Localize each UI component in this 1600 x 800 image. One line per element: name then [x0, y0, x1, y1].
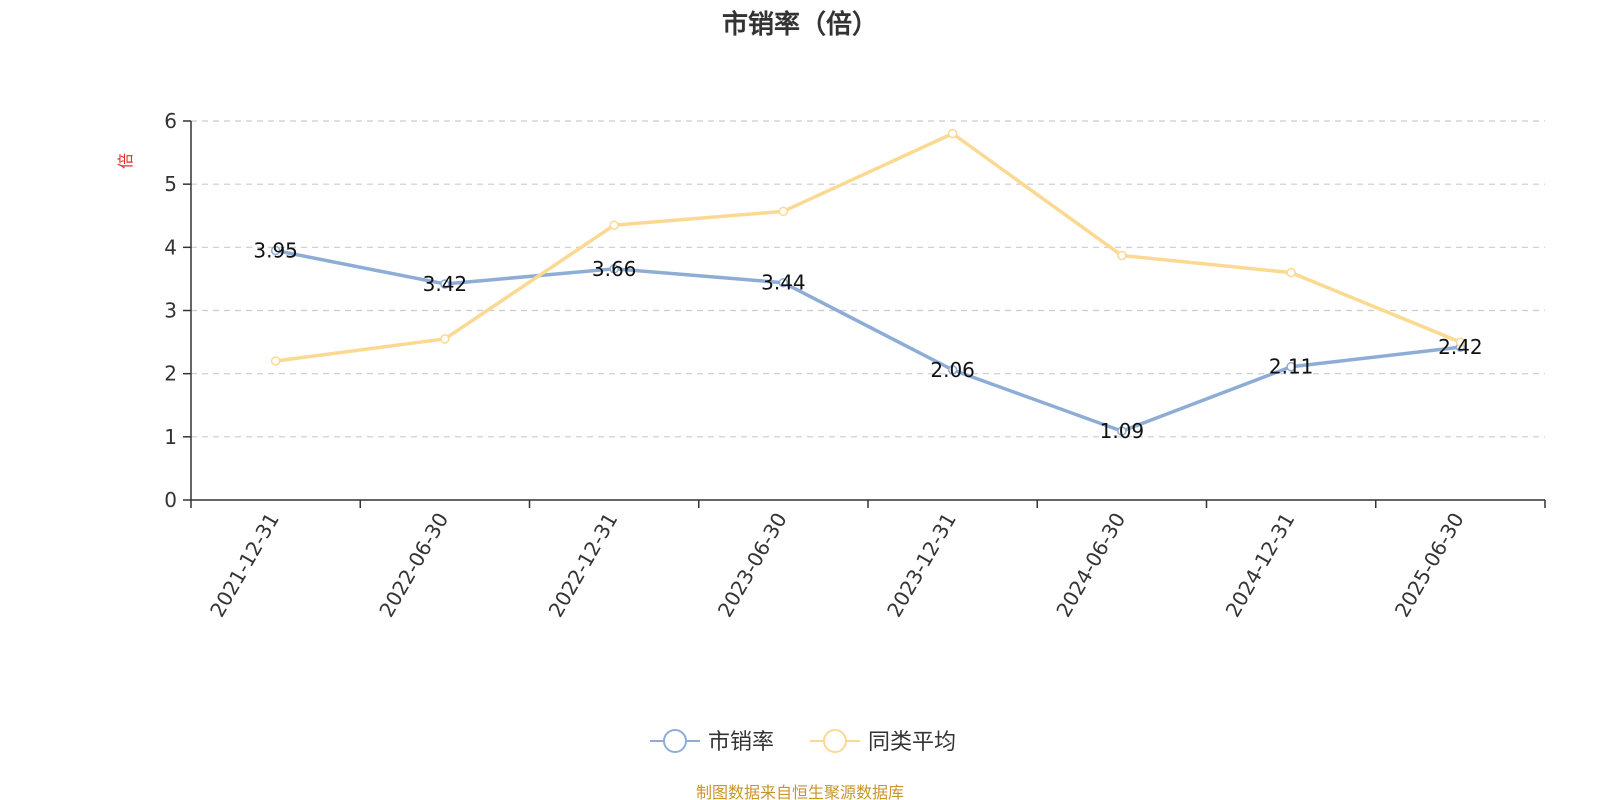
- legend[interactable]: 市销率 同类平均: [650, 729, 956, 755]
- data-point[interactable]: [1117, 250, 1127, 261]
- grid-lines: [191, 120, 1545, 438]
- legend-label: 市销率: [708, 730, 774, 755]
- x-tick-label: 2022-12-31: [544, 509, 623, 622]
- y-tick-label: 2: [164, 362, 177, 386]
- data-label: 3.44: [761, 271, 806, 295]
- y-tick-label: 5: [164, 172, 177, 196]
- y-tick-label: 4: [164, 235, 177, 259]
- data-point[interactable]: [609, 220, 619, 230]
- data-point[interactable]: [270, 356, 281, 366]
- data-point[interactable]: [1455, 337, 1466, 347]
- data-label: 3.42: [423, 272, 468, 296]
- x-tick-label: 2023-12-31: [882, 509, 961, 622]
- x-tick-label: 2021-12-31: [205, 509, 284, 622]
- data-point[interactable]: [1117, 426, 1127, 436]
- legend-label: 同类平均: [868, 730, 956, 755]
- series-line-0: [275, 248, 1461, 433]
- data-label: 3.95: [253, 238, 298, 262]
- data-label: 1.09: [1100, 419, 1145, 443]
- data-point[interactable]: [440, 334, 450, 344]
- data-point[interactable]: [270, 245, 281, 256]
- data-point[interactable]: [947, 365, 958, 375]
- x-tick-label: 2024-06-30: [1051, 509, 1130, 622]
- series-line-1: [275, 131, 1462, 363]
- x-tick-label: 2023-06-30: [713, 509, 792, 622]
- legend-marker: [663, 729, 687, 753]
- legend-item-0[interactable]: 市销率: [650, 729, 774, 755]
- legend-item-1[interactable]: 同类平均: [810, 729, 956, 755]
- series-layer: [270, 128, 1466, 436]
- x-tick-label: 2022-06-30: [374, 509, 453, 622]
- x-tick-label: 2025-06-30: [1390, 509, 1469, 622]
- data-label: 2.42: [1438, 335, 1483, 359]
- chart-title: 市销率（倍）: [722, 9, 878, 40]
- data-point[interactable]: [947, 128, 958, 139]
- y-tick-label: 3: [164, 299, 177, 323]
- source-note: 制图数据来自恒生聚源数据库: [696, 783, 904, 800]
- data-point[interactable]: [1286, 361, 1296, 372]
- data-label: 2.11: [1269, 355, 1314, 379]
- y-tick-label: 0: [164, 488, 177, 512]
- data-labels: 3.95 3.42 3.66 3.44 2.06 1.09 2.11 2.42: [253, 238, 1482, 443]
- data-point[interactable]: [778, 277, 789, 288]
- legend-marker: [823, 729, 847, 753]
- data-label: 2.06: [930, 358, 975, 382]
- y-axis-label: 倍: [116, 153, 135, 169]
- data-point[interactable]: [778, 206, 789, 217]
- data-point[interactable]: [440, 279, 450, 289]
- axes: 0 1 2 3 4 5 6 2021-12-31 2022-06-30 2022-12-31 202…: [164, 109, 1546, 622]
- data-label: 3.66: [592, 257, 637, 281]
- x-tick-label: 2024-12-31: [1221, 509, 1300, 622]
- data-point[interactable]: [1286, 267, 1296, 278]
- y-tick-label: 6: [164, 109, 177, 133]
- data-point[interactable]: [609, 264, 619, 274]
- y-tick-label: 1: [164, 425, 177, 449]
